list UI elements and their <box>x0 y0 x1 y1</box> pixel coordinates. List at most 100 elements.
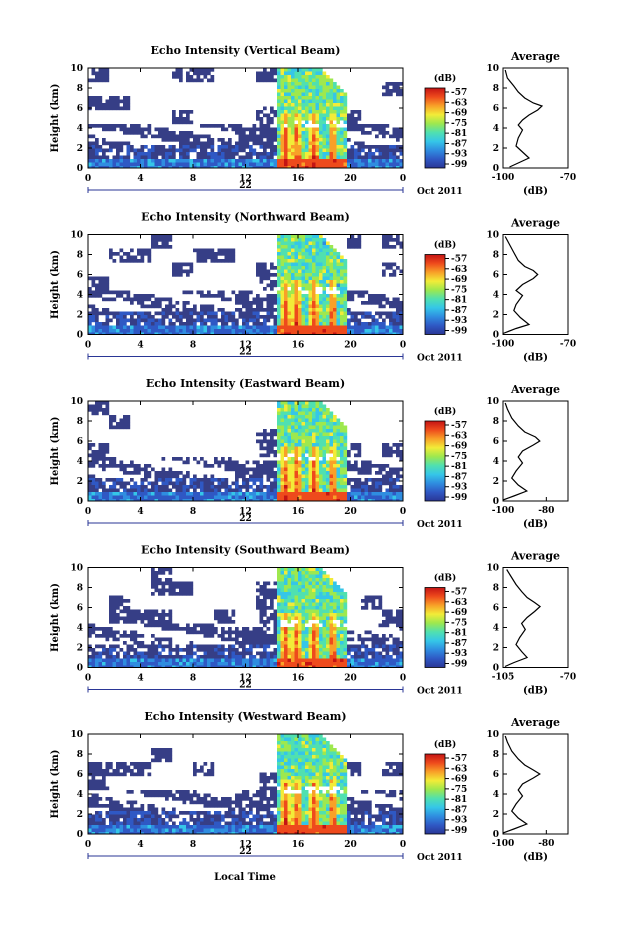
heatmap-cell <box>358 329 362 333</box>
heatmap-cell <box>151 641 155 645</box>
heatmap-cell <box>99 405 103 409</box>
heatmap-cell <box>211 145 215 149</box>
heatmap-cell <box>323 259 327 263</box>
heatmap-cell <box>228 319 232 323</box>
heatmap-cell <box>127 294 131 298</box>
heatmap-cell <box>309 273 313 277</box>
heatmap-cell <box>281 319 285 323</box>
heatmap-cell <box>88 142 92 146</box>
heatmap-cell <box>267 443 271 447</box>
heatmap-cell <box>249 163 253 167</box>
heatmap-cell <box>232 613 236 617</box>
heatmap-cell <box>270 75 274 79</box>
heatmap-cell <box>330 79 334 83</box>
heatmap-cell <box>176 326 180 330</box>
heatmap-cell <box>295 457 299 461</box>
heatmap-cell <box>134 471 138 475</box>
heatmap-cell <box>158 659 162 663</box>
heatmap-cell <box>263 128 267 132</box>
heatmap-cell <box>228 645 232 649</box>
heatmap-cell <box>386 312 390 316</box>
heatmap-cell <box>158 655 162 659</box>
heatmap-cell <box>323 443 327 447</box>
heatmap-cell <box>242 145 246 149</box>
heatmap-cell <box>207 482 211 486</box>
heatmap-cell <box>375 485 379 489</box>
heatmap-cell <box>214 124 218 128</box>
heatmap-cell <box>274 482 278 486</box>
heatmap-cell <box>123 599 127 603</box>
heatmap-cell <box>169 648 173 652</box>
heatmap-cell <box>134 149 138 153</box>
heatmap-cell <box>389 489 393 493</box>
heatmap-cell <box>347 238 351 242</box>
heatmap-cell <box>288 301 292 305</box>
heatmap-cell <box>330 128 334 132</box>
heatmap-cell <box>379 464 383 468</box>
heatmap-cell <box>123 662 127 666</box>
heatmap-cell <box>127 620 131 624</box>
heatmap-cell <box>235 298 239 302</box>
heatmap-cell <box>106 149 110 153</box>
heatmap-cell <box>130 478 134 482</box>
heatmap-cell <box>193 138 197 142</box>
heatmap-cell <box>386 149 390 153</box>
heatmap-cell <box>319 114 323 118</box>
heatmap-cell <box>379 305 383 309</box>
heatmap-cell <box>162 655 166 659</box>
heatmap-cell <box>197 624 201 628</box>
heatmap-cell <box>155 319 159 323</box>
heatmap-cell <box>242 128 246 132</box>
heatmap-cell <box>351 496 355 500</box>
heatmap-cell <box>347 326 351 330</box>
heatmap-cell <box>221 655 225 659</box>
heatmap-cell <box>305 315 309 319</box>
heatmap-cell <box>99 149 103 153</box>
heatmap-cell <box>116 620 120 624</box>
heatmap-cell <box>312 280 316 284</box>
heatmap-cell <box>316 298 320 302</box>
heatmap-cell <box>141 655 145 659</box>
heatmap-cell <box>148 620 152 624</box>
heatmap-cell <box>386 238 390 242</box>
heatmap-cell <box>246 315 250 319</box>
heatmap-cell <box>365 145 369 149</box>
heatmap-cell <box>379 145 383 149</box>
x-tick-label: 20 <box>344 174 357 184</box>
heatmap-cell <box>340 301 344 305</box>
heatmap-cell <box>158 582 162 586</box>
colorbar-tick-label: -93 <box>451 150 467 160</box>
heatmap-cell <box>169 138 173 142</box>
heatmap-cell <box>162 152 166 156</box>
heatmap-cell <box>155 471 159 475</box>
heatmap-cell <box>330 89 334 93</box>
heatmap-cell <box>312 75 316 79</box>
heatmap-cell <box>365 496 369 500</box>
heatmap-cell <box>337 149 341 153</box>
heatmap-cell <box>267 273 271 277</box>
heatmap-cell <box>340 100 344 104</box>
heatmap-cell <box>218 464 222 468</box>
heatmap-cell <box>109 419 113 423</box>
heatmap-cell <box>312 252 316 256</box>
heatmap-cell <box>218 496 222 500</box>
heatmap-cell <box>242 291 246 295</box>
heatmap-cell <box>358 291 362 295</box>
heatmap-cell <box>354 110 358 114</box>
heatmap-cell <box>295 100 299 104</box>
panel-1: Echo Intensity (Vertical Beam)Height (km… <box>50 44 576 197</box>
heatmap-cell <box>88 152 92 156</box>
profile-x-tick-label: -100 <box>492 340 515 350</box>
heatmap-cell <box>88 319 92 323</box>
heatmap-cell <box>305 238 309 242</box>
heatmap-cell <box>169 301 173 305</box>
heatmap-cell <box>284 405 288 409</box>
heatmap-cell <box>288 252 292 256</box>
heatmap-cell <box>312 100 316 104</box>
heatmap-cell <box>281 159 285 163</box>
heatmap-cell <box>309 270 313 274</box>
heatmap-cell <box>379 152 383 156</box>
heatmap-cell <box>288 312 292 316</box>
heatmap-cell <box>326 433 330 437</box>
heatmap-cell <box>95 308 99 312</box>
